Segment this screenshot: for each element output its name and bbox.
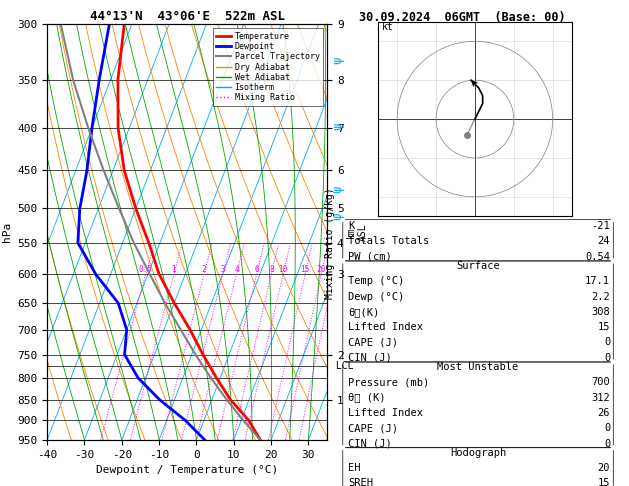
Text: θᴄ (K): θᴄ (K): [348, 393, 386, 402]
Text: PW (cm): PW (cm): [348, 252, 392, 262]
Text: 20: 20: [316, 265, 326, 274]
Text: Temp (°C): Temp (°C): [348, 276, 404, 286]
Text: 6: 6: [254, 265, 259, 274]
Text: Dewp (°C): Dewp (°C): [348, 292, 404, 301]
Text: K: K: [348, 221, 354, 231]
Text: 24: 24: [598, 236, 610, 246]
X-axis label: Dewpoint / Temperature (°C): Dewpoint / Temperature (°C): [96, 465, 278, 475]
Text: 20: 20: [598, 463, 610, 473]
Text: LCL: LCL: [330, 362, 353, 371]
Text: 308: 308: [591, 307, 610, 317]
Text: 0: 0: [604, 423, 610, 433]
Text: Pressure (mb): Pressure (mb): [348, 377, 429, 387]
Text: Mixing Ratio (g/kg): Mixing Ratio (g/kg): [325, 187, 335, 299]
Text: 700: 700: [591, 377, 610, 387]
Text: 8: 8: [269, 265, 274, 274]
Text: 3: 3: [221, 265, 225, 274]
Text: 0.5: 0.5: [139, 265, 153, 274]
Text: -21: -21: [591, 221, 610, 231]
Text: ψ: ψ: [331, 57, 344, 65]
Text: CAPE (J): CAPE (J): [348, 423, 398, 433]
Text: 15: 15: [301, 265, 309, 274]
Text: ψ: ψ: [331, 122, 344, 130]
Text: 0: 0: [604, 438, 610, 449]
Text: EH: EH: [348, 463, 360, 473]
Text: Most Unstable: Most Unstable: [437, 362, 519, 372]
Text: CIN (J): CIN (J): [348, 353, 392, 363]
Legend: Temperature, Dewpoint, Parcel Trajectory, Dry Adiabat, Wet Adiabat, Isotherm, Mi: Temperature, Dewpoint, Parcel Trajectory…: [213, 29, 323, 105]
Text: 30.09.2024  06GMT  (Base: 00): 30.09.2024 06GMT (Base: 00): [359, 11, 565, 24]
Text: 15: 15: [598, 322, 610, 332]
Text: Lifted Index: Lifted Index: [348, 322, 423, 332]
Text: kt: kt: [382, 22, 393, 32]
Text: CAPE (J): CAPE (J): [348, 337, 398, 347]
Text: 15: 15: [598, 478, 610, 486]
Text: ψ: ψ: [331, 212, 344, 220]
Text: 0: 0: [604, 337, 610, 347]
Text: SREH: SREH: [348, 478, 373, 486]
Text: 1: 1: [172, 265, 176, 274]
Y-axis label: hPa: hPa: [2, 222, 12, 242]
Title: 44°13'N  43°06'E  522m ASL: 44°13'N 43°06'E 522m ASL: [89, 10, 285, 23]
Text: ψ: ψ: [331, 186, 344, 193]
Text: θᴄ(K): θᴄ(K): [348, 307, 379, 317]
Text: Surface: Surface: [456, 261, 500, 271]
Text: 0.54: 0.54: [585, 252, 610, 262]
Text: CIN (J): CIN (J): [348, 438, 392, 449]
Text: Hodograph: Hodograph: [450, 448, 506, 458]
Text: 17.1: 17.1: [585, 276, 610, 286]
Text: Lifted Index: Lifted Index: [348, 408, 423, 418]
Y-axis label: km
ASL: km ASL: [347, 223, 368, 241]
Text: 0: 0: [604, 353, 610, 363]
Text: 26: 26: [598, 408, 610, 418]
Text: 2.2: 2.2: [591, 292, 610, 301]
Text: 10: 10: [279, 265, 287, 274]
Text: Totals Totals: Totals Totals: [348, 236, 429, 246]
Text: 312: 312: [591, 393, 610, 402]
Text: 2: 2: [202, 265, 206, 274]
Text: 4: 4: [234, 265, 239, 274]
